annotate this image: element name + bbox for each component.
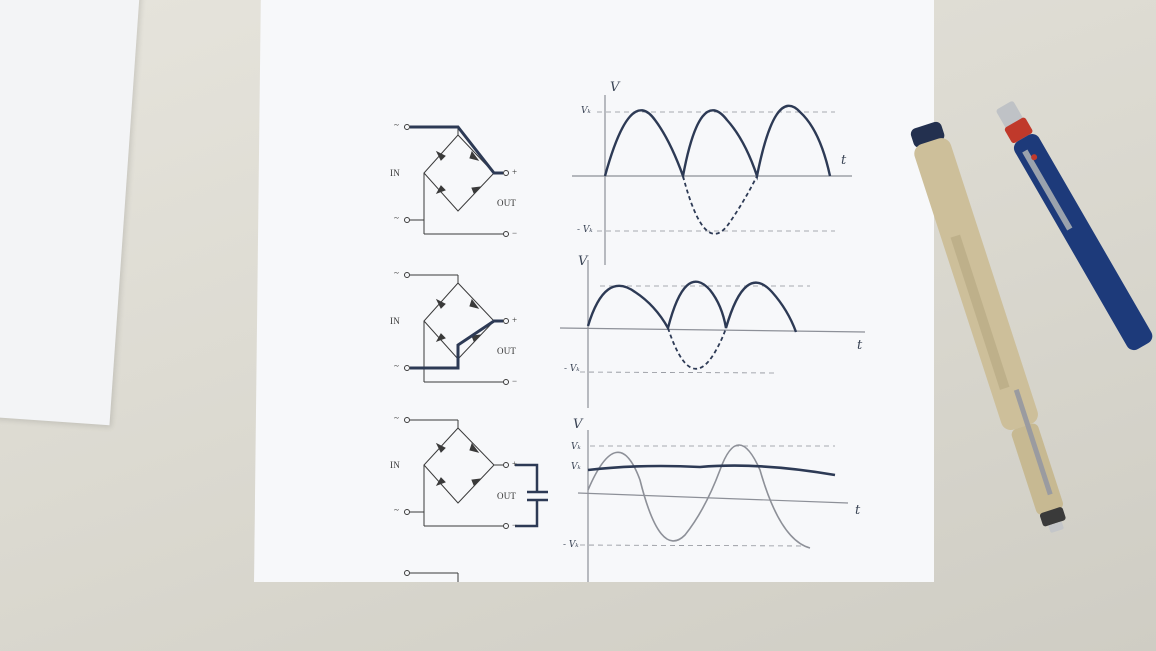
ac-terminal-label: ~ — [394, 213, 400, 223]
capacitor-drawing — [515, 463, 548, 528]
graph-1-negative-half — [682, 175, 758, 235]
graph-2-negative-half — [667, 327, 727, 370]
graph-3-full-sine — [587, 444, 811, 549]
graph-1-y-label: V — [610, 80, 620, 95]
graph-2-neg-peak-label: - Vₖ — [564, 364, 580, 374]
plus-terminal-label: + — [512, 315, 518, 325]
graph-1-x-label: t — [841, 153, 847, 168]
graph-3-x-label: t — [855, 503, 861, 518]
graph-2-x-label: t — [857, 338, 863, 353]
in-label: IN — [390, 168, 400, 178]
ac-terminal-label: ~ — [394, 413, 400, 423]
paper-sheet — [254, 0, 934, 582]
bridge-rectifier-3 — [404, 417, 509, 582]
mechanical-pencil — [996, 101, 1153, 351]
out-label: OUT — [497, 346, 517, 356]
graph-1-rectified-wave — [603, 104, 832, 181]
graph-3-peak-label: Vₖ — [571, 442, 581, 452]
in-label: IN — [390, 316, 400, 326]
conduction-path-2 — [410, 319, 503, 370]
ac-terminal-label: ~ — [394, 268, 400, 278]
ac-terminal-label: ~ — [394, 120, 400, 130]
graph-2-rectified-wave — [586, 280, 798, 333]
in-label: IN — [390, 460, 400, 470]
graph-3-filtered-dc — [587, 464, 836, 477]
ac-terminal-label: ~ — [394, 505, 400, 515]
plus-terminal-label: + — [512, 459, 518, 469]
graph-3-neg-peak-label: - Vₖ — [563, 540, 579, 550]
graph-2-y-label: V — [578, 254, 588, 269]
bridge-rectifier-1 — [404, 124, 509, 237]
graph-3-y-label: V — [573, 417, 583, 432]
graph-3-axes — [577, 430, 849, 582]
graph-1-neg-peak-label: - Vₖ — [577, 225, 593, 235]
out-label: OUT — [497, 491, 517, 501]
minus-terminal-label: − — [512, 520, 518, 530]
fineliner-pen — [910, 121, 1066, 533]
minus-terminal-label: − — [512, 376, 518, 386]
graph-2-axes — [559, 260, 866, 408]
conduction-path-1 — [410, 125, 503, 175]
graph-3-ripple-label: Vₖ — [571, 462, 581, 472]
minus-terminal-label: − — [512, 228, 518, 238]
ac-terminal-label: ~ — [394, 361, 400, 371]
graph-1-axes — [572, 95, 852, 265]
plus-terminal-label: + — [512, 167, 518, 177]
graph-1-peak-label: Vₖ — [581, 106, 591, 116]
out-label: OUT — [497, 198, 517, 208]
